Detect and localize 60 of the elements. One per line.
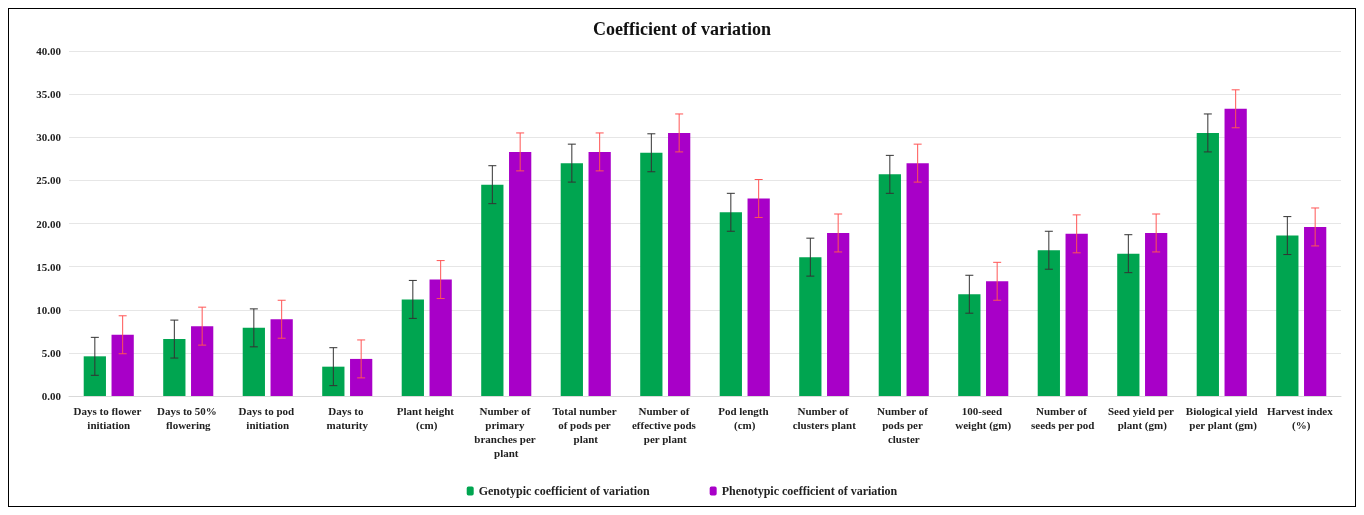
legend-label: Phenotypic coefficient of variation: [721, 484, 898, 498]
x-tick-label: Total number of pods per plant: [552, 405, 620, 445]
x-tick-label: Days to maturity: [326, 405, 369, 431]
x-tick-label: Days to 50% flowering: [156, 405, 220, 431]
bar: [827, 232, 850, 396]
x-tick-label: Seed yield per plant (gm): [1107, 405, 1177, 432]
y-tick-label: 20.00: [36, 217, 62, 230]
bar: [1065, 233, 1088, 396]
x-tick-label: Days to pod initiation: [238, 405, 297, 431]
chart-title: Coefficient of variation: [593, 19, 771, 39]
y-tick-label: 0.00: [41, 390, 62, 402]
bar: [1304, 226, 1327, 396]
x-tick-label: Number of effective pods per plant: [631, 405, 699, 445]
y-tick-label: 10.00: [36, 303, 62, 316]
x-tick-label: Days to flower initiation: [73, 405, 144, 431]
bar: [1224, 108, 1247, 396]
x-tick-label: Number of primary branches per plant: [474, 405, 539, 459]
y-tick-label: 35.00: [36, 88, 62, 101]
bar: [799, 257, 822, 396]
bar: [429, 279, 452, 396]
bar: [1276, 235, 1299, 396]
bar: [588, 151, 611, 396]
x-tick-label: Number of clusters plant: [792, 405, 857, 431]
bar: [640, 152, 663, 396]
bar: [270, 319, 293, 396]
y-tick-label: 15.00: [36, 260, 62, 273]
bar: [111, 334, 134, 396]
bar: [242, 327, 265, 396]
bar: [191, 326, 214, 396]
bar: [1117, 253, 1140, 396]
bar: [878, 174, 901, 396]
bar: [350, 358, 373, 396]
bar: [401, 299, 424, 396]
bar: [958, 294, 981, 396]
bar: [509, 151, 532, 396]
x-tick-label: Number of seeds per pod: [1031, 405, 1095, 431]
bar: [481, 184, 504, 396]
x-tick-label: Pod length (cm): [718, 405, 772, 432]
x-tick-label: Harvest index (%): [1267, 405, 1336, 432]
bar: [719, 212, 742, 396]
bar: [163, 339, 186, 396]
bar: [747, 198, 770, 396]
bar: [322, 366, 345, 396]
bar: [668, 132, 691, 396]
y-tick-label: 30.00: [36, 131, 62, 144]
x-tick-label: 100-seed weight (gm): [955, 405, 1012, 432]
legend-label: Genotypic coefficient of variation: [478, 484, 650, 498]
bar: [986, 281, 1009, 396]
y-tick-label: 5.00: [41, 346, 62, 359]
bar: [1037, 250, 1060, 396]
bar: [560, 163, 583, 396]
bar: [1196, 132, 1219, 396]
x-tick-label: Plant height (cm): [396, 405, 457, 432]
y-tick-label: 40.00: [36, 45, 62, 57]
x-tick-label: Number of pods per cluster: [876, 405, 931, 445]
y-tick-label: 25.00: [36, 174, 62, 187]
bar: [1145, 232, 1168, 396]
bar: [83, 356, 106, 396]
bar: [906, 163, 929, 396]
x-tick-label: Biological yield per plant (gm): [1185, 405, 1258, 432]
